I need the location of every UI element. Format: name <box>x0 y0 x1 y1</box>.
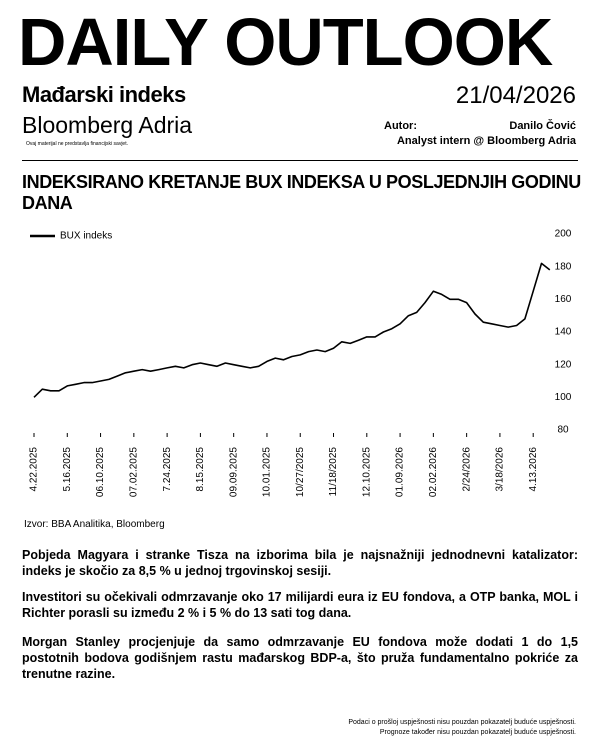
author-role: Analyst intern @ Bloomberg Adria <box>396 135 576 147</box>
chart: 80 100 120 140 160 180 200 4.22.2025 5.16.2025 06… <box>29 229 572 497</box>
line <box>33 262 551 398</box>
footer-note: Prognoze također nisu pouzdan pokazatelj… <box>379 729 576 736</box>
title: DAILY OUTLOOK <box>18 5 553 80</box>
x-tick-label: 4.13.2026 <box>528 447 539 492</box>
y-tick-label: 200 <box>555 229 572 240</box>
x-tick-label: 06.10.2025 <box>95 447 106 497</box>
subtitle: Mađarski indeks <box>22 82 186 107</box>
x-tick-label: 10.01.2025 <box>262 447 273 497</box>
author-label: Autor: <box>384 120 417 132</box>
x-tick-label: 11/18/2025 <box>328 447 339 497</box>
x-tick-label: 12.10.2025 <box>361 447 372 497</box>
disclaimer: Ovaj materijal ne predstavlja financijsk… <box>26 141 128 147</box>
x-tick-label: 09.09.2025 <box>228 447 239 497</box>
footer-note: Podaci o prošloj uspješnosti nisu pouzda… <box>348 719 576 726</box>
x-tick-label: 5.16.2025 <box>62 447 73 492</box>
x-tick-label: 02.02.2026 <box>428 447 439 497</box>
x-tick-label: 10/27/2025 <box>295 447 306 497</box>
paragraph: Morgan Stanley procjenjuje da samo odmrz… <box>22 635 578 681</box>
source: Izvor: BBA Analitika, Bloomberg <box>24 519 165 530</box>
x-tick-label: 01.09.2026 <box>395 447 406 497</box>
x-tick-label: 07.02.2025 <box>128 447 139 497</box>
y-tick-label: 80 <box>557 425 569 436</box>
x-tick-label: 3/18/2026 <box>495 447 506 492</box>
x-tick-label: 8.15.2025 <box>195 447 206 492</box>
x-tick-label: 4.22.2025 <box>29 447 40 492</box>
y-tick-label: 160 <box>555 294 572 305</box>
brand: Bloomberg Adria <box>22 112 193 138</box>
y-tick-label: 120 <box>555 359 572 370</box>
x-tick-label: 2/24/2026 <box>461 447 472 492</box>
divider <box>22 160 578 161</box>
paragraph: Investitori su očekivali odmrzavanje oko… <box>22 590 578 620</box>
paragraph: Pobjeda Magyara i stranke Tisza na izbor… <box>22 548 578 578</box>
y-tick-label: 140 <box>555 327 572 338</box>
x-tick-label: 7.24.2025 <box>162 447 173 492</box>
date: 21/04/2026 <box>455 82 576 109</box>
y-tick-label: 180 <box>555 261 572 272</box>
author-name: Danilo Čović <box>509 120 576 132</box>
chart-title: INDEKSIRANO KRETANJE BUX INDEKSA U POSLJ… <box>22 172 581 213</box>
y-tick-label: 100 <box>555 392 572 403</box>
legend-label: BUX indeks <box>60 231 112 242</box>
